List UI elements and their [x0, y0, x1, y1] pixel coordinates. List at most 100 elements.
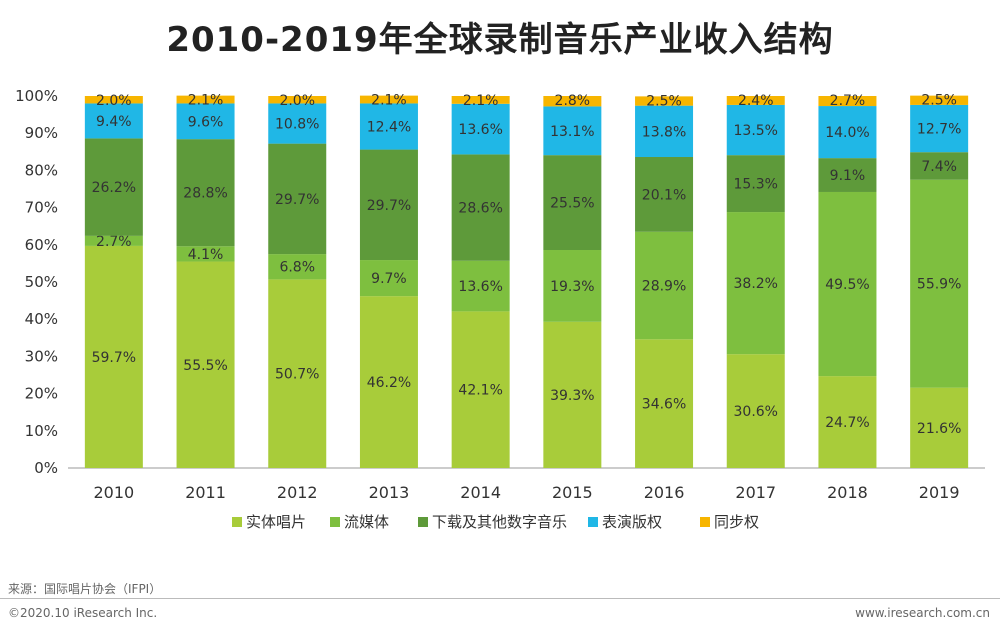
data-label: 2.0%: [279, 93, 315, 109]
data-label: 2.1%: [463, 93, 499, 109]
bar-segment: [176, 103, 235, 140]
bar-segment: [359, 103, 418, 150]
legend-swatch: [232, 517, 242, 527]
data-label: 38.2%: [734, 276, 778, 292]
data-label: 30.6%: [734, 404, 778, 420]
x-tick-label: 2010: [93, 483, 134, 502]
bar-segment: [268, 143, 327, 255]
bar-segment: [176, 246, 235, 262]
bar-segment: [910, 104, 969, 153]
bar-segment: [818, 106, 877, 159]
bar-segment: [84, 138, 143, 236]
bar-segment: [176, 139, 235, 247]
data-label: 2.5%: [921, 93, 957, 109]
y-tick-label: 60%: [25, 236, 58, 254]
website-link[interactable]: www.iresearch.com.cn: [855, 606, 990, 620]
data-label: 14.0%: [825, 125, 869, 141]
bar-segment: [818, 191, 877, 377]
data-label: 13.8%: [642, 124, 686, 140]
x-tick-label: 2016: [644, 483, 685, 502]
data-label: 55.5%: [183, 358, 227, 374]
bar-segment: [176, 95, 235, 104]
x-tick-label: 2019: [919, 483, 960, 502]
data-label: 34.6%: [642, 397, 686, 413]
x-tick-label: 2011: [185, 483, 226, 502]
legend-label: 实体唱片: [246, 513, 306, 531]
footer-divider: [0, 598, 1000, 599]
data-label: 26.2%: [92, 180, 136, 196]
bar-segment: [543, 155, 602, 251]
x-tick-label: 2018: [827, 483, 868, 502]
bar-segment: [818, 96, 877, 107]
bar-segment: [635, 105, 694, 158]
data-label: 2.0%: [96, 93, 132, 109]
bar-segment: [635, 339, 694, 468]
data-label: 2.8%: [555, 93, 591, 109]
bar-segment: [543, 106, 602, 156]
x-tick-label: 2015: [552, 483, 593, 502]
bar-segment: [268, 254, 327, 280]
y-tick-label: 20%: [25, 385, 58, 403]
data-label: 13.1%: [550, 124, 594, 140]
copyright-text: ©2020.10 iResearch Inc.: [8, 606, 158, 620]
bar-segment: [726, 96, 785, 105]
bar-segment: [84, 245, 143, 468]
data-label: 2.7%: [830, 93, 866, 109]
data-label: 6.8%: [279, 260, 315, 276]
data-label: 49.5%: [825, 277, 869, 293]
bar-segment: [84, 103, 143, 139]
bar-segment: [84, 235, 143, 246]
data-label: 9.6%: [188, 114, 224, 130]
data-label: 25.5%: [550, 196, 594, 212]
bar-segment: [176, 261, 235, 468]
data-label: 10.8%: [275, 117, 319, 133]
y-tick-label: 40%: [25, 310, 58, 328]
y-tick-label: 100%: [15, 87, 58, 105]
data-label: 2.5%: [646, 93, 682, 109]
bar-segment: [726, 155, 785, 213]
bar-segment: [635, 231, 694, 340]
data-label: 50.7%: [275, 367, 319, 383]
bar-segment: [726, 354, 785, 468]
data-label: 24.7%: [825, 415, 869, 431]
data-label: 13.5%: [734, 123, 778, 139]
bar-segment: [543, 96, 602, 107]
bar-segment: [268, 279, 327, 468]
legend-label: 同步权: [714, 513, 759, 531]
bar-segment: [268, 103, 327, 144]
x-tick-label: 2012: [277, 483, 318, 502]
data-label: 28.8%: [183, 186, 227, 202]
data-label: 28.9%: [642, 279, 686, 295]
data-label: 15.3%: [734, 177, 778, 193]
y-tick-label: 0%: [34, 459, 58, 477]
bar-segment: [451, 96, 510, 104]
bar-segment: [451, 103, 510, 155]
y-tick-label: 80%: [25, 161, 58, 179]
data-label: 7.4%: [921, 159, 957, 175]
y-tick-label: 30%: [25, 347, 58, 365]
legend-swatch: [418, 517, 428, 527]
data-label: 59.7%: [92, 350, 136, 366]
data-label: 20.1%: [642, 187, 686, 203]
bar-segment: [84, 96, 143, 104]
source-note: 来源：国际唱片协会（IFPI）: [8, 582, 162, 596]
data-label: 55.9%: [917, 277, 961, 293]
legend-label: 下载及其他数字音乐: [432, 513, 567, 531]
bar-segment: [726, 212, 785, 355]
data-label: 2.1%: [188, 93, 224, 109]
data-label: 12.7%: [917, 122, 961, 138]
legend-swatch: [700, 517, 710, 527]
data-label: 29.7%: [367, 198, 411, 214]
bar-segment: [359, 296, 418, 468]
data-label: 4.1%: [188, 247, 224, 263]
data-label: 9.7%: [371, 271, 407, 287]
bar-segment: [635, 96, 694, 106]
legend-swatch: [330, 517, 340, 527]
data-label: 42.1%: [458, 383, 502, 399]
y-tick-label: 10%: [25, 422, 58, 440]
legend-label: 表演版权: [602, 513, 662, 531]
bar-segment: [359, 95, 418, 104]
bar-segment: [726, 104, 785, 156]
chart-title: 2010-2019年全球录制音乐产业收入结构: [166, 20, 834, 60]
